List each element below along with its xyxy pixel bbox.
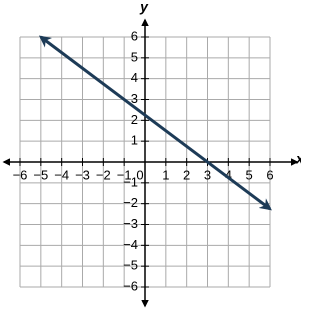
x-tick-label: −4 (54, 167, 69, 182)
y-tick-label: 5 (131, 49, 138, 64)
y-tick-label: −4 (123, 237, 138, 252)
x-tick-label: −3 (75, 167, 90, 182)
y-tick-label: −1 (123, 174, 138, 189)
y-tick-label: −2 (123, 195, 138, 210)
x-tick-label: 3 (204, 167, 211, 182)
x-tick-label: −2 (96, 167, 111, 182)
y-tick-label: 1 (131, 133, 138, 148)
x-tick-label: −6 (13, 167, 28, 182)
x-axis-label: x (295, 151, 301, 167)
y-tick-label: 6 (131, 28, 138, 43)
y-tick-label: −5 (123, 258, 138, 273)
chart: x y −6−5−4−3−2−10123456−6−5−4−3−2−112345… (2, 0, 301, 308)
y-tick-label: 4 (131, 70, 138, 85)
x-tick-label: 1 (162, 167, 169, 182)
x-tick-label: 6 (266, 167, 273, 182)
y-tick-label: 2 (131, 112, 138, 127)
line (38, 35, 272, 211)
x-tick-label: 2 (183, 167, 190, 182)
x-tick-label: 5 (246, 167, 253, 182)
x-tick-label: −5 (33, 167, 48, 182)
y-tick-label: −6 (123, 278, 138, 293)
y-tick-label: −3 (123, 216, 138, 231)
y-axis-label: y (139, 0, 149, 15)
